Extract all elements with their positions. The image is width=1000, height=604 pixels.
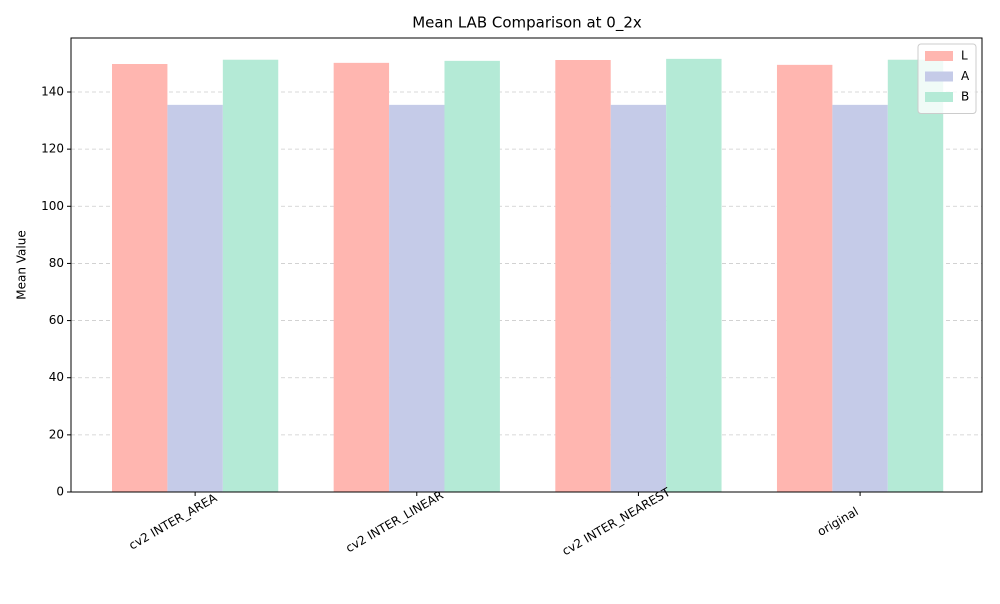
legend-label: A (961, 69, 970, 83)
y-tick-label: 140 (41, 85, 64, 99)
x-tick-label: cv2 INTER_LINEAR (343, 488, 445, 555)
legend-swatch (925, 92, 953, 102)
bar (610, 104, 667, 492)
legend-swatch (925, 51, 953, 61)
bar (776, 64, 833, 492)
bar (444, 60, 500, 492)
x-tick-label: cv2 INTER_NEAREST (560, 485, 674, 559)
plot-frame (70, 37, 983, 493)
bar (167, 104, 223, 492)
bar (222, 59, 279, 492)
y-axis-label: Mean Value (15, 230, 29, 299)
bar (555, 60, 611, 492)
bar (832, 104, 888, 492)
legend: LAB (917, 43, 977, 114)
bar (389, 104, 445, 492)
x-tick-label: original (815, 504, 861, 539)
y-tick-label: 60 (49, 313, 64, 327)
bar (112, 64, 168, 492)
legend-swatch (925, 71, 953, 82)
x-tick-label: cv2 INTER_AREA (126, 490, 220, 552)
chart-title: Mean LAB Comparison at 0_2x (412, 14, 642, 33)
bar (666, 58, 722, 492)
bar (887, 59, 944, 492)
y-tick-label: 0 (56, 485, 64, 499)
legend-label: B (961, 90, 969, 104)
bar (333, 62, 390, 492)
legend-label: L (961, 49, 968, 63)
y-tick-label: 20 (49, 427, 64, 441)
y-tick-label: 40 (49, 370, 64, 384)
y-tick-label: 120 (41, 142, 64, 156)
y-tick-label: 80 (49, 256, 64, 270)
y-tick-label: 100 (41, 199, 64, 213)
